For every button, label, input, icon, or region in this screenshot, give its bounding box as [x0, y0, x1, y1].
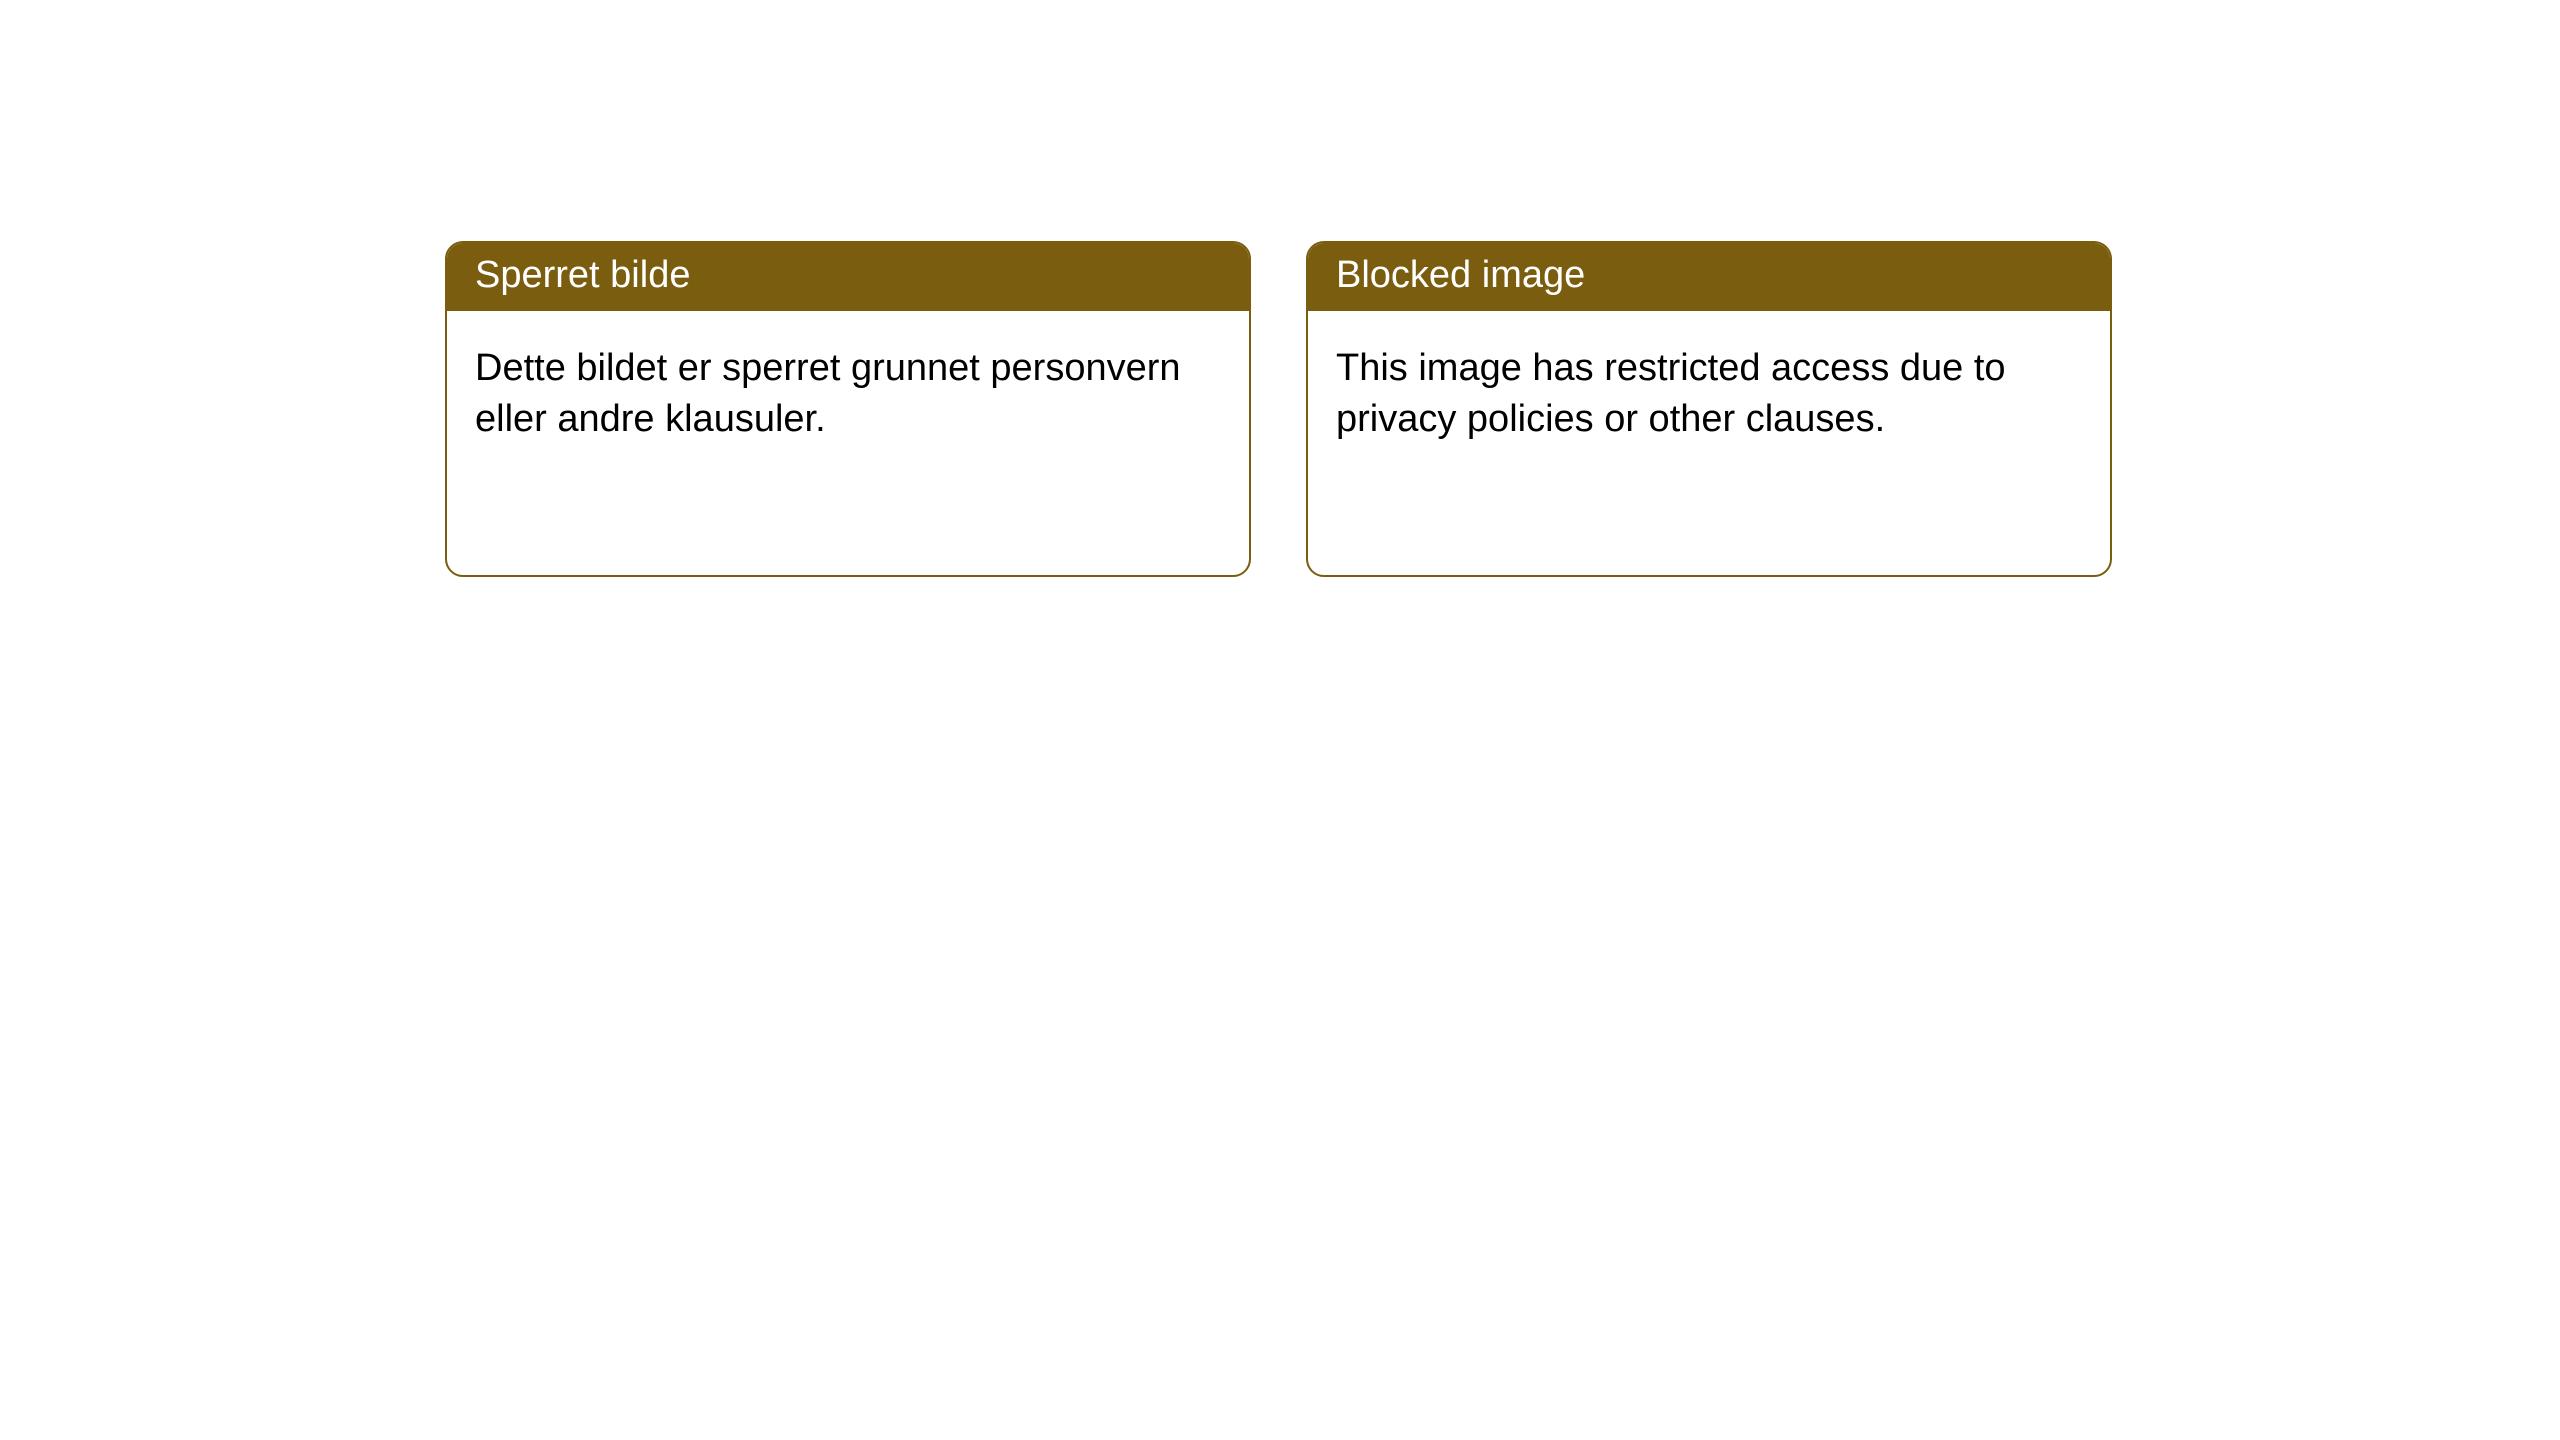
- notice-card-english: Blocked image This image has restricted …: [1306, 241, 2112, 577]
- card-body-text: This image has restricted access due to …: [1336, 347, 2006, 440]
- card-body-text: Dette bildet er sperret grunnet personve…: [475, 347, 1181, 440]
- card-body: Dette bildet er sperret grunnet personve…: [447, 311, 1249, 478]
- card-header: Blocked image: [1308, 243, 2110, 311]
- card-header: Sperret bilde: [447, 243, 1249, 311]
- card-body: This image has restricted access due to …: [1308, 311, 2110, 478]
- notice-card-norwegian: Sperret bilde Dette bildet er sperret gr…: [445, 241, 1251, 577]
- notice-cards-container: Sperret bilde Dette bildet er sperret gr…: [445, 241, 2112, 577]
- card-title: Sperret bilde: [475, 254, 690, 296]
- card-title: Blocked image: [1336, 254, 1585, 296]
